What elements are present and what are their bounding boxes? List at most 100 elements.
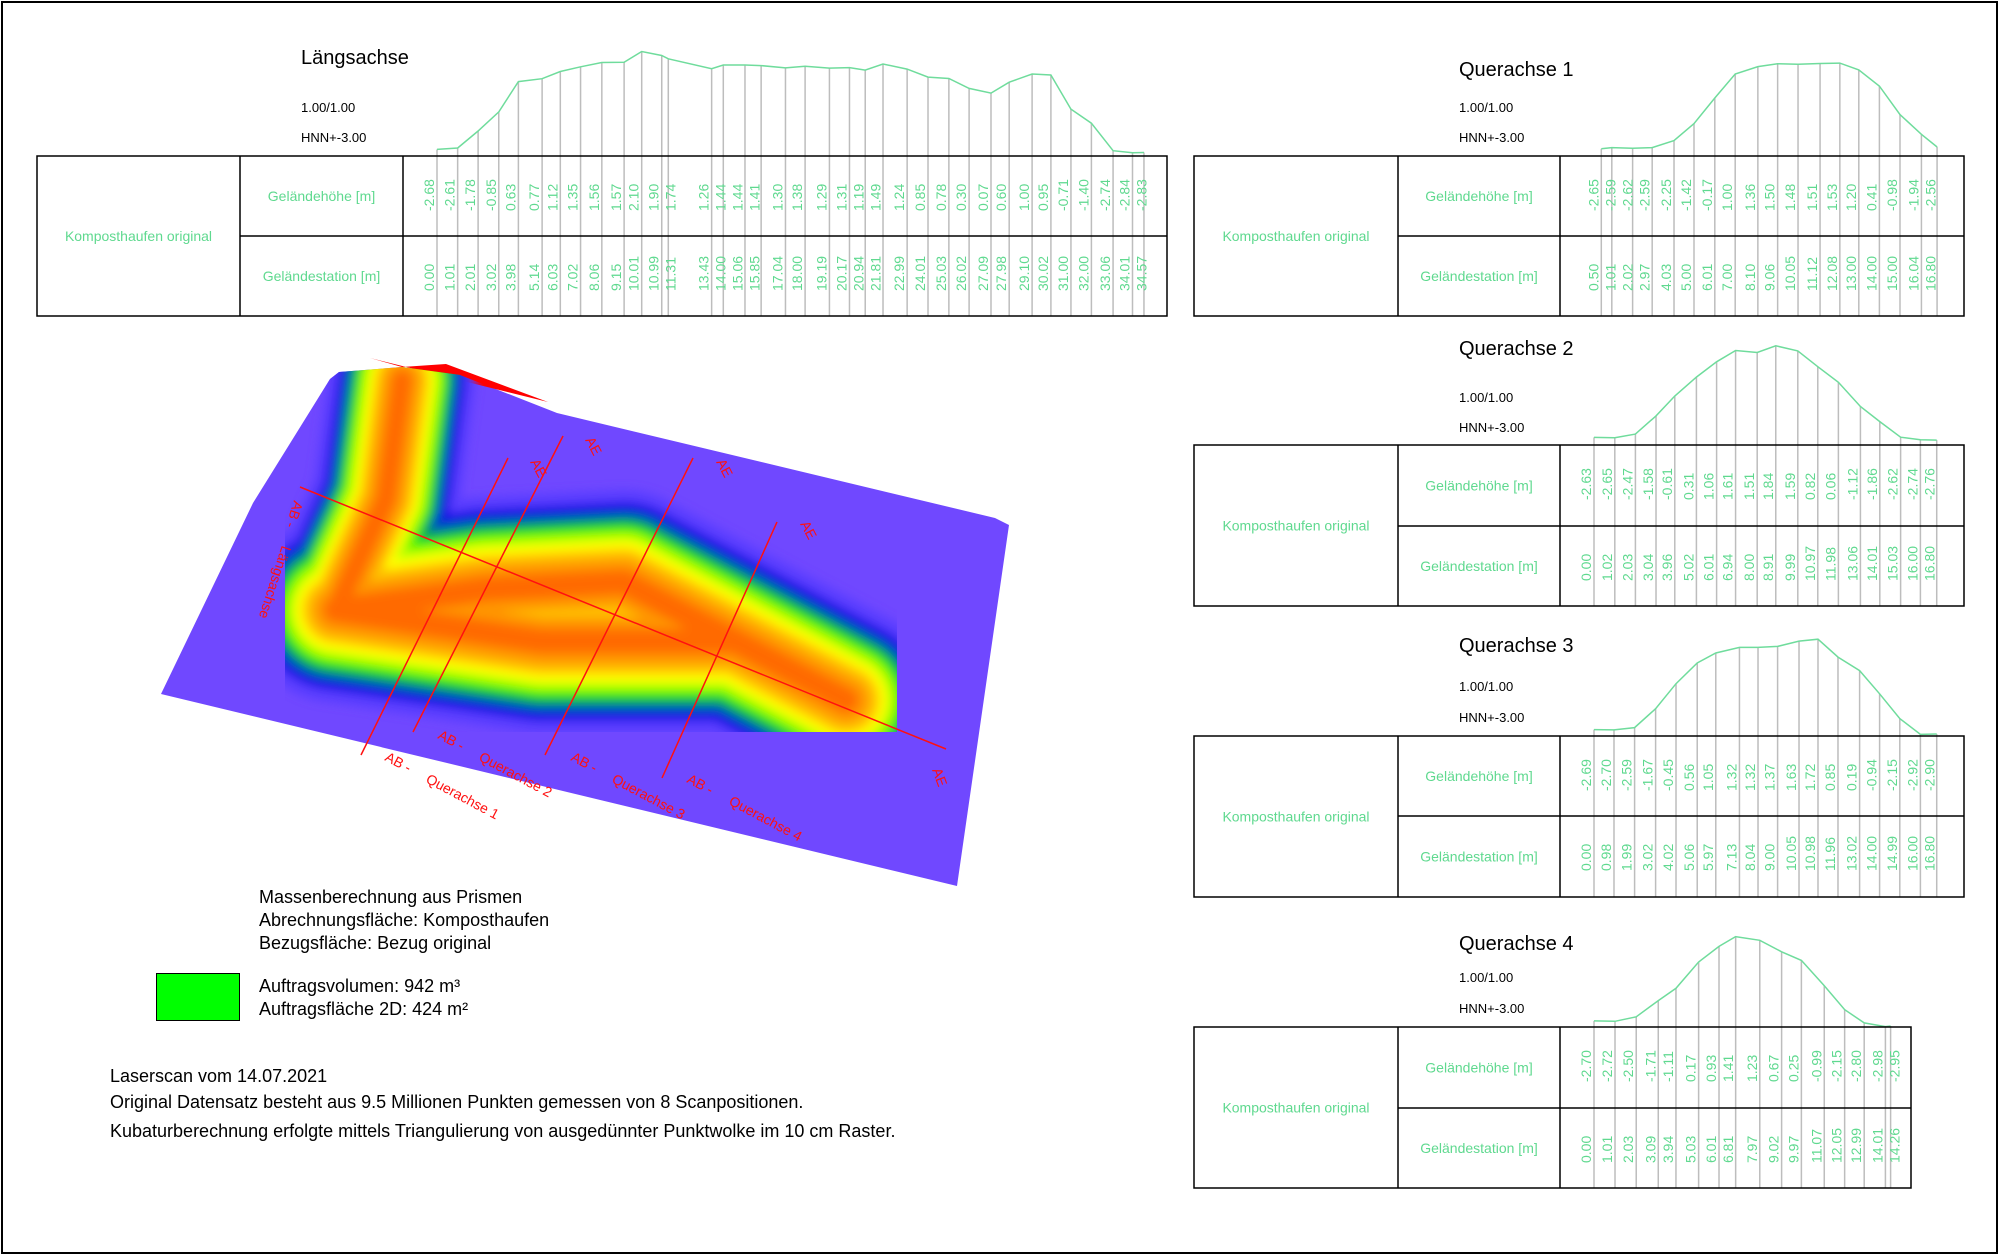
profile-4: Querachse 3 1.00/1.00 HNN+-3.00 -2.69 0.00 -2…: [1193, 635, 1965, 898]
height-value: 1.57: [608, 184, 624, 211]
station-value: 3.04: [1640, 554, 1656, 581]
station-value: 2.03: [1620, 1136, 1636, 1163]
station-value: 10.01: [626, 256, 642, 291]
height-value: -2.92: [1904, 759, 1920, 791]
legend-area: Auftragsfläche 2D: 424 m²: [259, 999, 469, 1019]
station-value: 5.00: [1678, 264, 1694, 291]
station-value: 15.03: [1885, 546, 1901, 581]
station-value: 7.02: [565, 264, 581, 291]
height-value: -2.15: [1884, 759, 1900, 791]
profile-title: Querachse 2: [1459, 338, 1574, 360]
height-value: 1.61: [1720, 473, 1736, 500]
row-label-height: Geländehöhe [m]: [1425, 1060, 1532, 1076]
station-value: 7.13: [1723, 844, 1739, 871]
station-value: 10.05: [1783, 836, 1799, 871]
row-label-station: Geländestation [m]: [1420, 558, 1538, 574]
height-value: -2.50: [1620, 1050, 1636, 1082]
height-value: -2.76: [1921, 468, 1937, 500]
profile-3: Querachse 2 1.00/1.00 HNN+-3.00 -2.63 0.00 -2…: [1193, 338, 1965, 607]
row-label-height: Geländehöhe [m]: [1425, 478, 1532, 494]
station-value: 7.97: [1744, 1136, 1760, 1163]
height-value: -2.56: [1922, 179, 1938, 211]
height-value: 2.10: [626, 184, 642, 211]
station-value: 0.98: [1598, 844, 1614, 871]
height-value: 0.30: [953, 184, 969, 211]
height-value: -2.63: [1578, 468, 1594, 500]
contour-band: [324, 570, 858, 712]
height-value: -2.62: [1619, 179, 1635, 211]
profile-5: Querachse 4 1.00/1.00 HNN+-3.00 -2.70 0.00 -2…: [1193, 933, 1912, 1189]
height-value: -2.70: [1578, 1050, 1594, 1082]
surface-label: Komposthaufen original: [1222, 809, 1369, 825]
height-value: 1.00: [1016, 184, 1032, 211]
station-value: 27.98: [993, 256, 1009, 291]
station-value: 30.02: [1035, 256, 1051, 291]
height-value: 0.31: [1680, 473, 1696, 500]
height-value: -1.42: [1678, 179, 1694, 211]
station-value: 1.01: [442, 264, 458, 291]
height-value: 1.59: [1782, 473, 1798, 500]
profile-2: Querachse 1 1.00/1.00 HNN+-3.00 -2.65 0.50 -2…: [1193, 59, 1965, 317]
profile-title: Querachse 4: [1459, 933, 1574, 955]
height-value: -2.65: [1599, 468, 1615, 500]
station-value: 6.81: [1720, 1136, 1736, 1163]
terrain-profile-line: [1593, 345, 1937, 441]
note-line-1: Laserscan vom 14.07.2021: [110, 1066, 328, 1086]
height-value: 1.24: [891, 184, 907, 211]
station-value: 31.00: [1055, 256, 1071, 291]
height-value: 0.77: [526, 184, 542, 211]
station-value: 4.02: [1660, 844, 1676, 871]
station-value: 10.98: [1802, 836, 1818, 871]
height-value: -2.84: [1117, 179, 1133, 211]
legend-swatch: [156, 973, 240, 1021]
height-value: 0.25: [1785, 1055, 1801, 1082]
station-value: 0.00: [1578, 844, 1594, 871]
station-value: 8.10: [1742, 264, 1758, 291]
station-value: 26.02: [953, 256, 969, 291]
calc-line-1: Massenberechnung aus Prismen: [259, 887, 523, 907]
height-value: 1.50: [1762, 184, 1778, 211]
height-value: 1.41: [747, 184, 763, 211]
station-value: 18.00: [789, 256, 805, 291]
long-axis-end-label: AE: [929, 766, 950, 789]
height-value: 0.95: [1035, 184, 1051, 211]
station-value: 27.09: [975, 256, 991, 291]
station-value: 16.80: [1921, 836, 1937, 871]
cross-axis-line-1: [360, 457, 509, 756]
station-value: 11.07: [1808, 1129, 1824, 1163]
surface-label: Komposthaufen original: [1222, 1100, 1369, 1116]
profile-scale: 1.00/1.00: [1459, 390, 1513, 405]
station-value: 14.26: [1886, 1128, 1902, 1163]
height-value: 1.00: [1719, 184, 1735, 211]
height-value: -2.25: [1658, 179, 1674, 211]
station-value: 32.00: [1075, 256, 1091, 291]
height-value: 1.74: [663, 184, 679, 211]
height-value: 0.82: [1802, 473, 1818, 500]
station-value: 9.15: [608, 264, 624, 291]
height-value: 1.36: [1742, 184, 1758, 211]
height-value: 1.53: [1824, 184, 1840, 211]
legend-volume: Auftragsvolumen: 942 m³: [259, 976, 461, 996]
height-value: 1.44: [713, 184, 729, 211]
profile-datum: HNN+-3.00: [1459, 1001, 1524, 1016]
station-value: 19.19: [813, 256, 829, 291]
station-value: 0.00: [421, 264, 437, 291]
height-value: 1.05: [1700, 764, 1716, 791]
cross-axis-end-label: AE: [797, 518, 820, 542]
station-value: 3.98: [502, 264, 518, 291]
terrain-profile-line: [1593, 638, 1937, 736]
station-value: 11.96: [1822, 837, 1838, 871]
height-value: -2.61: [442, 179, 458, 211]
height-value: 0.78: [933, 184, 949, 211]
height-value: 1.51: [1804, 184, 1820, 211]
station-value: 3.96: [1659, 554, 1675, 581]
height-value: -1.78: [462, 179, 478, 211]
station-value: 16.80: [1922, 256, 1938, 291]
terrain-profile-line: [1593, 935, 1891, 1028]
cross-axis-line-2: [412, 435, 564, 733]
station-value: 11.12: [1804, 257, 1820, 291]
height-value: 0.60: [993, 184, 1009, 211]
station-value: 8.06: [586, 264, 602, 291]
height-value: 0.41: [1863, 184, 1879, 211]
